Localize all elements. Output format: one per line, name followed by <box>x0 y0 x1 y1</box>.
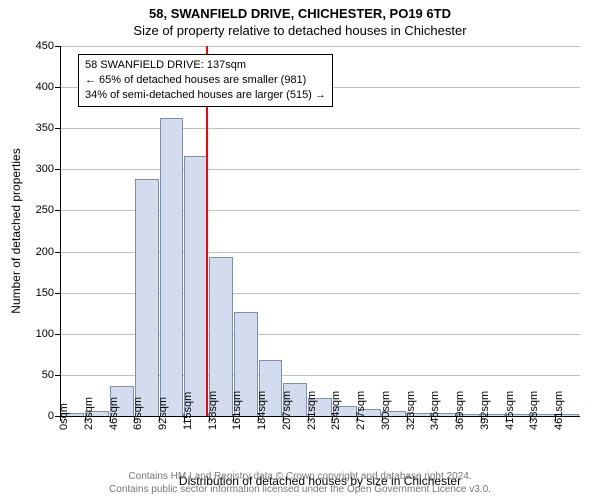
gridline <box>60 128 580 129</box>
histogram-bar <box>184 156 208 416</box>
annotation-line: ← 65% of detached houses are smaller (98… <box>85 73 326 88</box>
footer: Contains HM Land Registry data © Crown c… <box>0 470 600 496</box>
gridline <box>60 46 580 47</box>
y-tick-label: 100 <box>14 328 54 340</box>
footer-line-2: Contains public sector information licen… <box>0 483 600 496</box>
y-tick-label: 350 <box>14 122 54 134</box>
histogram-bar <box>135 179 159 416</box>
y-tick-label: 150 <box>14 287 54 299</box>
page-title: 58, SWANFIELD DRIVE, CHICHESTER, PO19 6T… <box>0 0 600 21</box>
y-tick-label: 0 <box>14 410 54 422</box>
y-tick-label: 250 <box>14 204 54 216</box>
y-axis-line <box>60 46 61 416</box>
annotation-line: 34% of semi-detached houses are larger (… <box>85 88 326 103</box>
annotation-box: 58 SWANFIELD DRIVE: 137sqm← 65% of detac… <box>78 54 333 107</box>
y-tick-label: 400 <box>14 81 54 93</box>
y-tick-label: 300 <box>14 163 54 175</box>
y-tick-label: 450 <box>14 40 54 52</box>
annotation-line: 58 SWANFIELD DRIVE: 137sqm <box>85 58 326 73</box>
x-axis-line <box>60 416 580 417</box>
footer-line-1: Contains HM Land Registry data © Crown c… <box>0 470 600 483</box>
histogram-bar <box>160 118 184 416</box>
chart-area: Number of detached properties 0501001502… <box>60 46 580 416</box>
plot-region: 0501001502002503003504004500sqm23sqm46sq… <box>60 46 580 416</box>
gridline <box>60 169 580 170</box>
y-tick-label: 200 <box>14 246 54 258</box>
page-subtitle: Size of property relative to detached ho… <box>0 21 600 42</box>
y-tick-label: 50 <box>14 369 54 381</box>
